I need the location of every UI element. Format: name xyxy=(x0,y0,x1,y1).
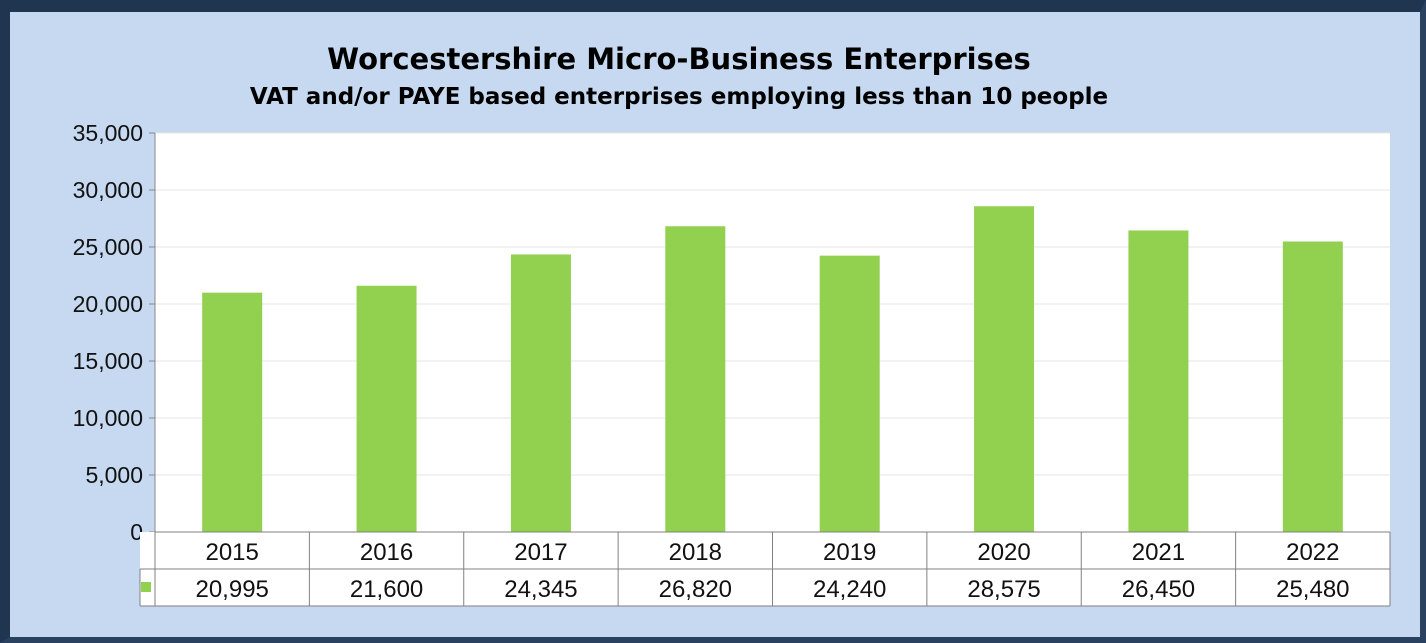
x-category-label: 2021 xyxy=(1132,539,1185,566)
y-tick-label: 10,000 xyxy=(73,405,143,431)
chart-title: Worcestershire Micro-Business Enterprise… xyxy=(327,42,1031,76)
x-category-label: 2016 xyxy=(360,539,413,566)
y-tick-label: 30,000 xyxy=(73,177,143,203)
bar-2022 xyxy=(1282,241,1343,532)
bar-2016 xyxy=(356,285,417,532)
bar-2018 xyxy=(665,226,726,532)
data-table-value: 21,600 xyxy=(350,576,423,603)
plot-area xyxy=(155,133,1390,532)
chart-subtitle: VAT and/or PAYE based enterprises employ… xyxy=(250,84,1108,110)
bar-2017 xyxy=(510,254,571,533)
bar-2020 xyxy=(974,206,1035,532)
bar-2021 xyxy=(1128,230,1189,532)
y-tick-label: 0 xyxy=(130,519,143,545)
x-category-label: 2020 xyxy=(977,539,1030,566)
data-table-value: 20,995 xyxy=(195,576,268,603)
bar-2015 xyxy=(202,292,263,532)
x-category-label: 2022 xyxy=(1286,539,1339,566)
legend-key xyxy=(141,582,151,592)
x-category-label: 2017 xyxy=(514,539,567,566)
y-tick-label: 35,000 xyxy=(73,120,143,146)
bar-2019 xyxy=(819,255,880,532)
y-tick-label: 5,000 xyxy=(85,462,143,488)
x-category-label: 2015 xyxy=(205,539,258,566)
x-category-label: 2019 xyxy=(823,539,876,566)
data-table-value: 24,345 xyxy=(504,576,577,603)
x-category-label: 2018 xyxy=(669,539,722,566)
data-table-value: 26,820 xyxy=(659,576,732,603)
data-table-value: 26,450 xyxy=(1122,576,1195,603)
y-tick-label: 15,000 xyxy=(73,348,143,374)
chart: Worcestershire Micro-Business Enterprise… xyxy=(73,42,1391,607)
y-tick-label: 25,000 xyxy=(73,234,143,260)
data-table-value: 25,480 xyxy=(1276,576,1349,603)
data-table-value: 28,575 xyxy=(967,576,1040,603)
y-tick-label: 20,000 xyxy=(73,291,143,317)
data-table-value: 24,240 xyxy=(813,576,886,603)
